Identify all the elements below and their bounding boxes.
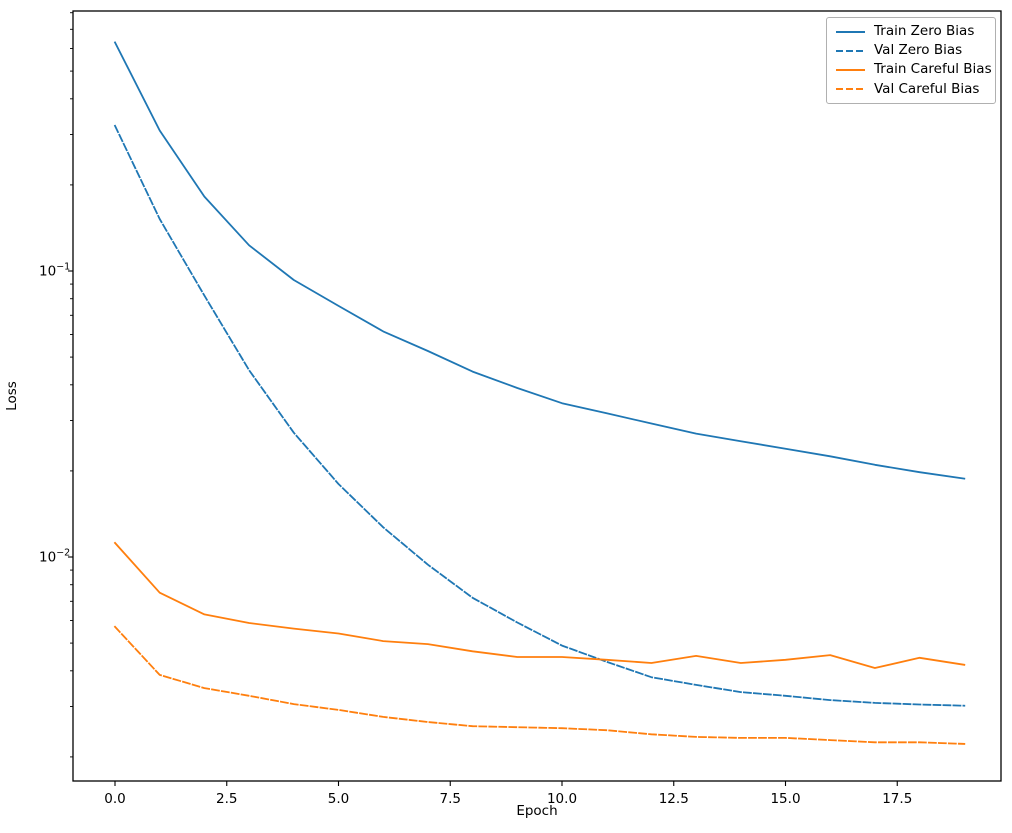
series-line-val-careful-bias xyxy=(113,625,966,745)
y-axis-label: Loss xyxy=(4,381,20,411)
y-tick-label: 10−1 xyxy=(39,262,70,280)
x-tick-label: 5.0 xyxy=(328,791,349,807)
legend-line-sample-dashed-orange xyxy=(836,88,865,91)
legend-entry-val-zero-bias: Val Zero Bias xyxy=(836,41,987,60)
legend: Train Zero Bias Val Zero Bias Train Care… xyxy=(826,17,996,104)
series-line-train-zero-bias xyxy=(113,41,966,480)
x-tick-label: 7.5 xyxy=(440,791,461,807)
series-line-val-zero-bias xyxy=(113,124,966,707)
x-tick-label: 12.5 xyxy=(659,791,689,807)
x-axis-label: Epoch xyxy=(516,803,557,819)
legend-line-sample-solid-blue xyxy=(836,30,865,33)
legend-line-sample-dashed-blue xyxy=(836,49,865,52)
legend-entry-train-careful-bias: Train Careful Bias xyxy=(836,61,992,80)
legend-label: Val Zero Bias xyxy=(874,42,963,59)
x-tick-label: 17.5 xyxy=(882,791,912,807)
axes-frame xyxy=(72,10,1002,782)
x-tick-label: 10.0 xyxy=(547,791,577,807)
legend-entry-train-zero-bias: Train Zero Bias xyxy=(836,22,987,41)
x-tick-label: 0.0 xyxy=(104,791,125,807)
y-tick-label: 10−2 xyxy=(39,548,70,566)
x-tick-label: 15.0 xyxy=(770,791,800,807)
legend-label: Train Careful Bias xyxy=(874,61,992,78)
legend-label: Train Zero Bias xyxy=(874,22,975,39)
legend-entry-val-careful-bias: Val Careful Bias xyxy=(836,80,987,99)
legend-label: Val Careful Bias xyxy=(874,80,980,97)
series-line-train-careful-bias xyxy=(113,541,966,669)
x-tick-label: 2.5 xyxy=(216,791,237,807)
legend-line-sample-solid-orange xyxy=(836,69,865,72)
